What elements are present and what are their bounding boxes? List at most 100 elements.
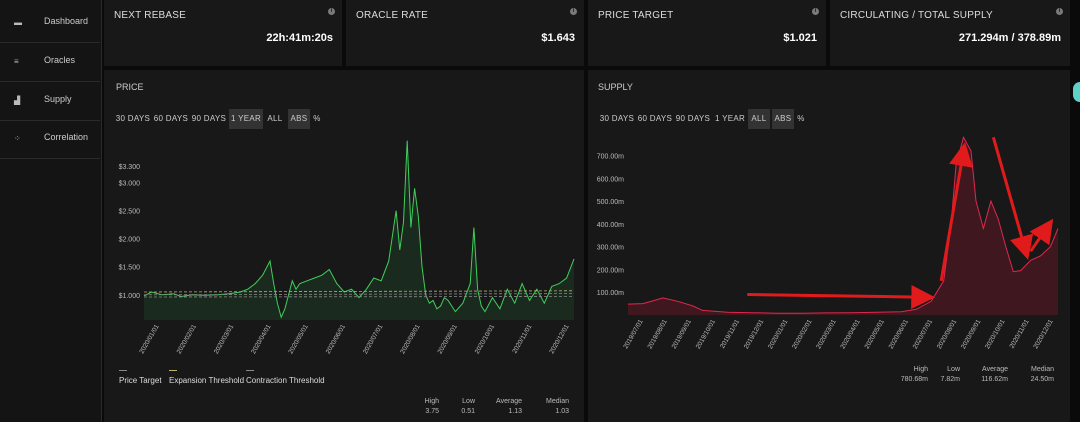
- range-60-days-button[interactable]: 60 DAYS: [637, 114, 673, 123]
- panel-title: SUPPLY: [598, 82, 633, 92]
- x-tick-label: 2020/04/01: [250, 323, 273, 355]
- card-title: NEXT REBASE: [114, 10, 187, 21]
- range-all-button[interactable]: ALL: [267, 114, 283, 123]
- x-tick-label: 2020/01/01: [767, 318, 790, 350]
- y-tick-label: $3.300: [119, 164, 141, 171]
- panel-title: PRICE: [116, 82, 144, 92]
- annotation-arrow: [939, 142, 973, 282]
- x-tick-label: 2020/01/01: [138, 323, 161, 355]
- sidebar-item-label: Supply: [44, 94, 72, 104]
- threshold-line: [143, 293, 575, 296]
- drawer-handle[interactable]: [1073, 82, 1080, 102]
- range-all-button[interactable]: ALL: [748, 109, 770, 129]
- legend-swatch-expansion-threshold: [169, 370, 177, 371]
- y-tick-label: 500.00m: [597, 199, 624, 206]
- annotation-arrow: [747, 285, 936, 309]
- x-tick-label: 2020/11/01: [511, 323, 533, 355]
- card-title: PRICE TARGET: [598, 10, 674, 21]
- x-tick-label: 2020/07/01: [362, 323, 385, 355]
- series-area: [628, 137, 1058, 315]
- x-tick-label: 2020/03/01: [213, 323, 236, 355]
- card-title: CIRCULATING / TOTAL SUPPLY: [840, 10, 993, 21]
- stat-value: 116.62m: [981, 376, 1008, 383]
- threshold-line: [143, 296, 575, 298]
- y-tick-label: 400.00m: [597, 222, 624, 229]
- series-area: [144, 140, 574, 320]
- sidebar-item-dashboard[interactable]: ▬ Dashboard: [0, 4, 100, 43]
- x-tick-label: 2020/02/01: [791, 318, 814, 350]
- mode-percent-button[interactable]: %: [797, 114, 805, 123]
- info-icon[interactable]: i: [812, 8, 819, 15]
- list-icon: ≡: [14, 57, 19, 66]
- sidebar-item-supply[interactable]: ▟ Supply: [0, 82, 100, 121]
- x-tick-label: 2020/08/01: [399, 323, 422, 355]
- x-tick-label: 2019/07/01: [622, 318, 645, 350]
- y-tick-label: $2.000: [119, 237, 141, 244]
- info-icon[interactable]: i: [570, 8, 577, 15]
- x-tick-label: 2020/11/01: [1009, 318, 1031, 350]
- stat-label: Low: [947, 366, 960, 373]
- x-tick-label: 2020/06/01: [888, 318, 911, 350]
- range-60-days-button[interactable]: 60 DAYS: [153, 114, 189, 123]
- y-tick-label: 700.00m: [597, 154, 624, 161]
- mode-percent-button[interactable]: %: [313, 114, 321, 123]
- y-tick-label: $1.000: [119, 293, 141, 300]
- sidebar-item-label: Correlation: [44, 132, 89, 142]
- stat-value: 780.68m: [900, 376, 928, 383]
- price-panel: PRICE 30 DAYS 60 DAYS 90 DAYS 1 YEAR ALL…: [104, 70, 584, 422]
- x-tick-label: 2020/07/01: [912, 318, 935, 350]
- x-tick-label: 2019/09/01: [671, 318, 694, 350]
- stat-label: Average: [982, 366, 1008, 373]
- y-tick-label: $2.500: [119, 209, 141, 216]
- sidebar-item-oracles[interactable]: ≡ Oracles: [0, 43, 100, 82]
- stat-value: 3.75: [425, 408, 439, 415]
- card-value: 271.294m / 378.89m: [958, 32, 1061, 44]
- x-tick-label: 2020/03/01: [815, 318, 838, 350]
- price-target-card: PRICE TARGET i $1.021: [588, 0, 826, 66]
- x-tick-label: 2020/06/01: [325, 323, 348, 355]
- sidebar-item-label: Dashboard: [44, 16, 89, 26]
- scatter-icon: ⁘: [14, 134, 21, 143]
- dashboard-icon: ▬: [14, 18, 22, 27]
- stat-value: 24.50m: [1030, 376, 1054, 383]
- sidebar-item-correlation[interactable]: ⁘ Correlation: [0, 120, 100, 159]
- card-title: ORACLE RATE: [356, 10, 429, 21]
- stat-value: 0.51: [461, 408, 475, 415]
- legend-label-contraction-threshold: Contraction Threshold: [246, 376, 325, 385]
- stat-value: 7.82m: [940, 376, 960, 383]
- y-tick-label: 300.00m: [597, 245, 624, 252]
- range-30-days-button[interactable]: 30 DAYS: [599, 114, 635, 123]
- card-value: $1.021: [783, 32, 817, 44]
- stat-label: High: [424, 398, 439, 405]
- card-value: 22h:41m:20s: [266, 32, 333, 44]
- stat-label: Average: [496, 398, 522, 405]
- info-icon[interactable]: i: [1056, 8, 1063, 15]
- supply-chart: 100.00m 200.00m 300.00m 400.00m 500.00m 600.0…: [597, 135, 1059, 350]
- info-icon[interactable]: i: [328, 8, 335, 15]
- supply-panel: SUPPLY 30 DAYS 60 DAYS 90 DAYS 1 YEAR AL…: [588, 70, 1070, 422]
- stat-label: Median: [1031, 366, 1054, 373]
- stat-label: High: [913, 366, 928, 373]
- range-30-days-button[interactable]: 30 DAYS: [115, 114, 151, 123]
- x-tick-label: 2020/05/01: [864, 318, 887, 350]
- x-tick-label: 2020/02/01: [176, 323, 199, 355]
- range-1-year-button[interactable]: 1 YEAR: [229, 109, 263, 129]
- range-90-days-button[interactable]: 90 DAYS: [191, 114, 227, 123]
- card-value: $1.643: [541, 32, 575, 44]
- sidebar-item-label: Oracles: [44, 55, 76, 65]
- mode-abs-button[interactable]: ABS: [288, 109, 310, 129]
- sidebar: ▬ Dashboard ≡ Oracles ▟ Supply ⁘ Correla…: [0, 0, 102, 422]
- stat-label: Median: [546, 398, 569, 405]
- range-1-year-button[interactable]: 1 YEAR: [714, 114, 746, 123]
- y-tick-label: 100.00m: [597, 290, 624, 297]
- x-tick-label: 2020/09/01: [960, 318, 983, 350]
- x-tick-label: 2020/09/01: [437, 323, 460, 355]
- stat-value: 1.03: [555, 408, 569, 415]
- range-90-days-button[interactable]: 90 DAYS: [675, 114, 711, 123]
- legend-label-expansion-threshold: Expansion Threshold: [169, 376, 245, 385]
- bar-chart-icon: ▟: [14, 96, 21, 105]
- x-tick-label: 2020/10/01: [984, 318, 1007, 350]
- threshold-line: [143, 290, 575, 293]
- mode-abs-button[interactable]: ABS: [772, 109, 794, 129]
- legend-swatch-contraction-threshold: [246, 370, 254, 371]
